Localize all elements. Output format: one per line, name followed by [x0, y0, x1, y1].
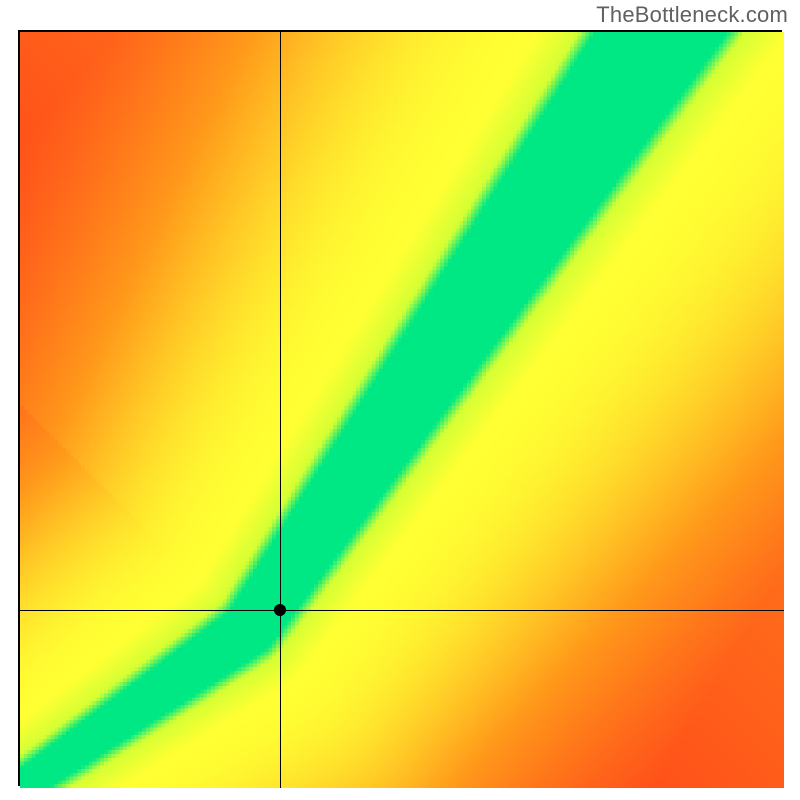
figure-container: TheBottleneck.com [0, 0, 800, 800]
heatmap-canvas [20, 32, 784, 788]
plot-frame [18, 30, 782, 786]
attribution-text: TheBottleneck.com [596, 2, 788, 28]
